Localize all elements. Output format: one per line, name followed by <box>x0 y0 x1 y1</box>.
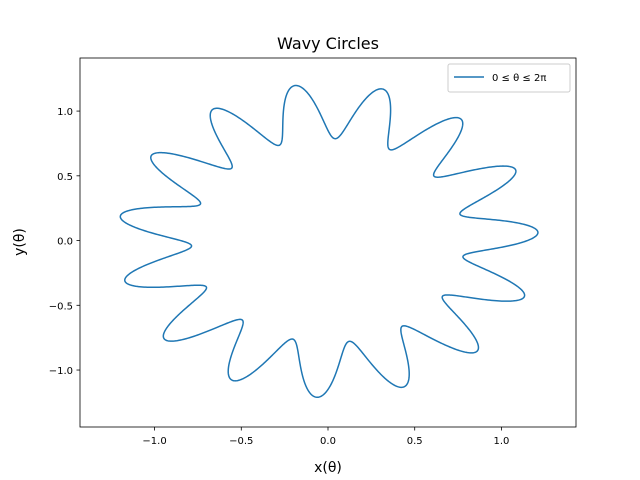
x-axis-label: x(θ) <box>314 460 342 476</box>
legend: 0 ≤ θ ≤ 2π <box>447 63 571 93</box>
y-axis-label: y(θ) <box>12 228 28 256</box>
x-axis-ticks: −1.0 −0.5 0.0 0.5 1.0 <box>142 427 509 447</box>
chart-title: Wavy Circles <box>277 34 379 53</box>
legend-label: 0 ≤ θ ≤ 2π <box>492 73 546 84</box>
y-tick-label: −0.5 <box>49 301 73 312</box>
x-tick-label: −1.0 <box>142 436 166 447</box>
y-axis-ticks: −1.0 −0.5 0.0 0.5 1.0 <box>49 107 80 377</box>
y-tick-label: 1.0 <box>57 107 73 118</box>
y-tick-label: 0.0 <box>57 237 73 248</box>
y-tick-label: 0.5 <box>57 172 73 183</box>
x-tick-label: 1.0 <box>493 436 509 447</box>
x-tick-label: 0.0 <box>320 436 336 447</box>
x-tick-label: −0.5 <box>229 436 253 447</box>
series-line-0 <box>119 84 539 399</box>
x-tick-label: 0.5 <box>407 436 423 447</box>
y-tick-label: −1.0 <box>49 366 73 377</box>
plot-area <box>119 84 539 399</box>
legend-box <box>447 63 571 93</box>
